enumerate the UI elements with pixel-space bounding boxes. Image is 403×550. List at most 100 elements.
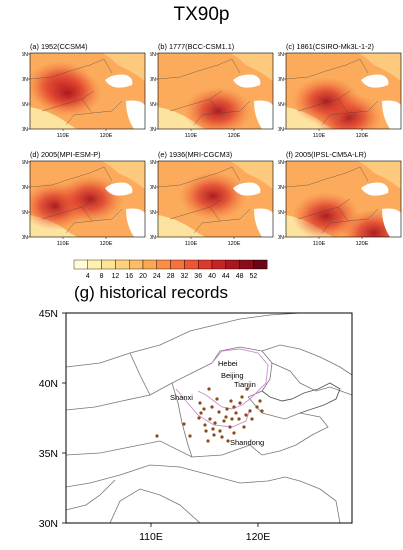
panel-map: 45N 40N 35N 30N 110E 120E bbox=[278, 160, 402, 247]
boundary-north bbox=[66, 313, 301, 368]
boundary-hebei bbox=[211, 346, 273, 398]
record-point bbox=[242, 425, 246, 429]
panel-ytick: 45N bbox=[278, 52, 284, 58]
colorbar-swatch bbox=[225, 259, 240, 270]
record-point bbox=[182, 422, 186, 426]
colorbar-swatch bbox=[73, 259, 89, 270]
records-xtick: 110E bbox=[139, 531, 163, 543]
record-point bbox=[188, 434, 192, 438]
map-frame bbox=[65, 312, 353, 524]
colorbar-label: 28 bbox=[167, 273, 175, 280]
colorbar-label: 40 bbox=[208, 273, 216, 280]
record-point bbox=[224, 415, 228, 419]
panel-xtick: 120E bbox=[356, 241, 369, 247]
panel-ytick: 45N bbox=[22, 160, 28, 166]
record-point bbox=[208, 417, 212, 421]
colorbar-label: 12 bbox=[112, 273, 120, 280]
colorbar-swatch bbox=[239, 259, 254, 270]
panel-xtick: 110E bbox=[313, 133, 326, 139]
panel-xtick: 110E bbox=[185, 133, 198, 139]
colorbar-swatch bbox=[101, 259, 116, 270]
colorbar-swatch bbox=[253, 259, 268, 270]
panel-xtick: 120E bbox=[100, 133, 113, 139]
province-label-shanxi: Shanxi bbox=[170, 393, 193, 402]
panel-ytick: 35N bbox=[278, 210, 284, 216]
record-point bbox=[215, 397, 219, 401]
boundary-south2 bbox=[66, 464, 269, 488]
panel-ytick: 30N bbox=[22, 127, 28, 133]
colorbar-swatch bbox=[156, 259, 171, 270]
boundary-northeast2 bbox=[271, 362, 352, 396]
colorbar: 4 8 12 16 20 24 28 32 36 40 44 48 52 bbox=[73, 259, 268, 280]
figure-title: TX90p bbox=[173, 4, 230, 25]
record-points bbox=[155, 387, 264, 443]
record-point bbox=[245, 387, 249, 391]
record-point bbox=[230, 417, 234, 421]
coastline-bohai bbox=[261, 382, 341, 414]
panel-ytick: 40N bbox=[278, 185, 284, 191]
panel-xtick: 120E bbox=[356, 133, 369, 139]
colorbar-swatch bbox=[128, 259, 144, 270]
panel-ytick: 45N bbox=[150, 52, 156, 58]
panel-ytick: 30N bbox=[278, 235, 284, 241]
record-point bbox=[155, 434, 159, 438]
panel-title: (d) 2005(MPI-ESM-P) bbox=[30, 150, 101, 159]
study-area-outline bbox=[175, 348, 269, 428]
panel-title: (a) 1952(CCSM4) bbox=[30, 42, 88, 51]
record-point bbox=[229, 399, 233, 403]
record-point bbox=[198, 401, 202, 405]
colorbar-label: 44 bbox=[222, 273, 230, 280]
record-point bbox=[228, 425, 232, 429]
record-point bbox=[238, 401, 242, 405]
record-point bbox=[206, 439, 210, 443]
boundary-inner2 bbox=[129, 352, 151, 396]
boundary-south3 bbox=[109, 488, 201, 523]
panel-ytick: 30N bbox=[150, 127, 156, 133]
boundary-west bbox=[66, 362, 213, 411]
panel-ytick: 45N bbox=[22, 52, 28, 58]
panel-xtick: 110E bbox=[57, 241, 70, 247]
panel-ytick: 30N bbox=[22, 235, 28, 241]
records-xtick: 120E bbox=[246, 531, 271, 543]
record-point bbox=[260, 409, 264, 413]
record-point bbox=[258, 399, 262, 403]
panel-ytick: 40N bbox=[150, 77, 156, 83]
panel-ytick: 35N bbox=[150, 102, 156, 108]
record-point bbox=[255, 405, 259, 409]
record-point bbox=[217, 410, 221, 414]
record-point bbox=[232, 431, 236, 435]
panel-title: (e) 1936(MRI-CGCM3) bbox=[158, 150, 233, 159]
panel-map: 45N 40N 35N 30N 110E 120E bbox=[150, 52, 274, 139]
panel-map: 45N 40N 35N 30N 110E 120E bbox=[278, 52, 402, 139]
panel-xtick: 120E bbox=[228, 133, 241, 139]
panel-ytick: 35N bbox=[22, 210, 28, 216]
record-point bbox=[234, 411, 238, 415]
colorbar-label: 8 bbox=[100, 273, 104, 280]
colorbar-swatch bbox=[170, 259, 185, 270]
panel-ytick: 40N bbox=[278, 77, 284, 83]
panel-title: (f) 2005(IPSL-CM5A-LR) bbox=[286, 150, 367, 159]
panel-xtick: 120E bbox=[100, 241, 113, 247]
colorbar-swatch bbox=[142, 259, 158, 270]
colorbar-swatch bbox=[197, 259, 213, 270]
records-ytick: 35N bbox=[39, 448, 58, 460]
panel-ytick: 35N bbox=[22, 102, 28, 108]
colorbar-swatch bbox=[87, 259, 102, 270]
province-label-tianjin: Tianjin bbox=[234, 380, 256, 389]
colorbar-label: 32 bbox=[181, 273, 189, 280]
colorbar-label: 24 bbox=[153, 273, 161, 280]
boundary-east bbox=[267, 476, 341, 523]
panel-map: 45N 40N 35N 30N 110E 120E bbox=[22, 52, 146, 139]
panel-ytick: 45N bbox=[278, 160, 284, 166]
panel-ytick: 35N bbox=[278, 102, 284, 108]
panel-ytick: 40N bbox=[150, 185, 156, 191]
province-label-beijing: Beijing bbox=[221, 371, 244, 380]
panel-ytick: 30N bbox=[150, 235, 156, 241]
historical-records-map: 45N 40N 35N 30N 110E 120E Hebei Beijing … bbox=[39, 308, 353, 543]
colorbar-swatch bbox=[211, 259, 227, 270]
records-title: (g) historical records bbox=[74, 283, 228, 302]
record-point bbox=[207, 387, 211, 391]
panel-map: 45N 40N 35N 30N 110E 120E bbox=[150, 160, 274, 247]
records-ytick: 30N bbox=[39, 518, 58, 530]
colorbar-label: 4 bbox=[86, 273, 90, 280]
